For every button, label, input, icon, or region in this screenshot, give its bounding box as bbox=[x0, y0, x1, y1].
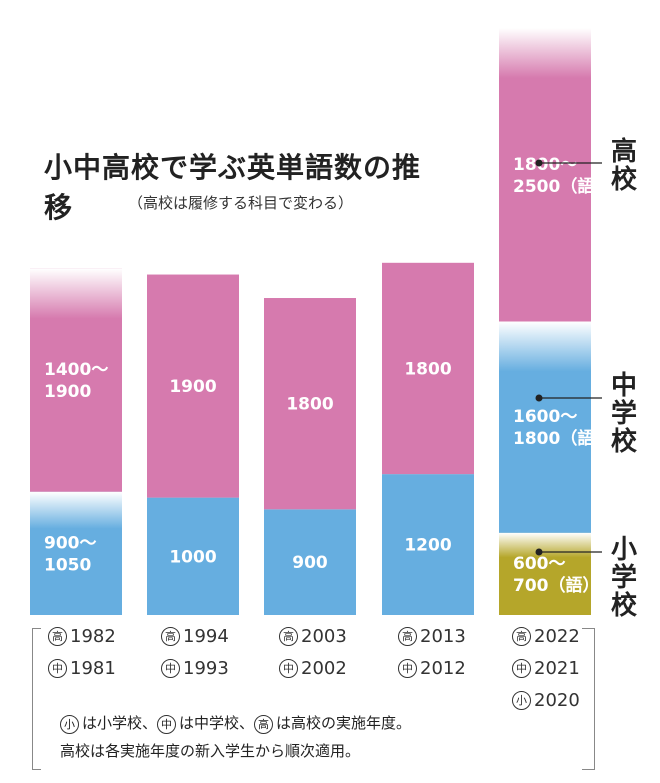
level-label-middle-text: 中学校 bbox=[610, 371, 637, 457]
high-glyph-icon: 高 bbox=[279, 627, 298, 646]
year-text: 2002 bbox=[301, 658, 347, 679]
middle-glyph-icon: 中 bbox=[279, 659, 298, 678]
middle-glyph-icon: 中 bbox=[161, 659, 180, 678]
note-part-1: は小学校、 bbox=[82, 714, 158, 732]
year-text: 2013 bbox=[420, 626, 466, 647]
bar-value-label-2022-0: 600〜 700（語） bbox=[513, 554, 600, 596]
high-glyph-icon: 高 bbox=[161, 627, 180, 646]
chart-title: 小中高校で学ぶ英単語数の推移 bbox=[44, 151, 422, 224]
bar-value-label-2022-1: 1600〜 1800（語） bbox=[513, 407, 611, 449]
level-label-middle: 中学校 bbox=[604, 372, 644, 456]
bracket-left bbox=[32, 628, 41, 770]
middle-glyph-icon: 中 bbox=[48, 659, 67, 678]
bar-fade-2022-0 bbox=[499, 532, 591, 558]
year-label-high-2022: 高 2022 bbox=[512, 626, 580, 647]
middle-glyph-icon: 中 bbox=[512, 659, 531, 678]
bar-value-label-2013-1: 1200 bbox=[404, 536, 451, 556]
level-label-elementary: 小学校 bbox=[604, 536, 644, 620]
note-part-3: は高校の実施年度。 bbox=[276, 714, 412, 732]
note-line-2: 高校は各実施年度の新入学生から順次適用。 bbox=[60, 742, 361, 760]
bar-segment-2003-1 bbox=[264, 509, 356, 615]
year-label-middle-2021: 中 2021 bbox=[512, 658, 580, 679]
year-label-elementary-2020: 小 2020 bbox=[512, 690, 580, 711]
elementary-glyph-icon: 小 bbox=[512, 691, 531, 710]
year-label-high-2003: 高 2003 bbox=[279, 626, 347, 647]
bar-segment-1994-2 bbox=[147, 274, 239, 498]
year-label-high-1994: 高 1994 bbox=[161, 626, 229, 647]
bar-value-label-1994-2: 1900 bbox=[169, 377, 216, 397]
year-label-middle-2012: 中 2012 bbox=[398, 658, 466, 679]
year-label-middle-1981: 中 1981 bbox=[48, 658, 116, 679]
high-glyph-icon: 高 bbox=[48, 627, 67, 646]
year-text: 1994 bbox=[183, 626, 229, 647]
bracket-right bbox=[582, 628, 595, 770]
bar-fade-1982-1 bbox=[30, 491, 122, 529]
high-glyph-icon: 高 bbox=[398, 627, 417, 646]
bar-segment-2003-2 bbox=[264, 298, 356, 510]
bar-value-label-2003-1: 900 bbox=[292, 553, 328, 573]
level-label-high-text: 高校 bbox=[610, 137, 637, 195]
bar-value-label-2003-2: 1800 bbox=[286, 395, 333, 415]
year-text: 1993 bbox=[183, 658, 229, 679]
level-label-high: 高校 bbox=[604, 138, 644, 194]
level-label-elementary-text: 小学校 bbox=[610, 535, 637, 621]
year-text: 2012 bbox=[420, 658, 466, 679]
year-label-high-2013: 高 2013 bbox=[398, 626, 466, 647]
bar-value-label-1982-1: 900〜 1050 bbox=[44, 533, 97, 575]
year-text: 2022 bbox=[534, 626, 580, 647]
year-text: 1982 bbox=[70, 626, 116, 647]
middle-glyph-icon: 中 bbox=[157, 715, 177, 734]
year-text: 2020 bbox=[534, 690, 580, 711]
chart-subtitle: （高校は履修する科目で変わる） bbox=[128, 194, 354, 212]
high-glyph-icon: 高 bbox=[254, 715, 274, 734]
bar-value-label-2013-2: 1800 bbox=[404, 359, 451, 379]
year-text: 2003 bbox=[301, 626, 347, 647]
bar-value-label-2022-2: 1800〜 2500（語） bbox=[513, 155, 611, 197]
note-line-1: 小は小学校、中は中学校、高は高校の実施年度。 bbox=[60, 712, 411, 734]
year-label-high-1982: 高 1982 bbox=[48, 626, 116, 647]
year-label-middle-1993: 中 1993 bbox=[161, 658, 229, 679]
note-part-2: は中学校、 bbox=[179, 714, 255, 732]
bar-segment-1994-1 bbox=[147, 497, 239, 615]
year-text: 2021 bbox=[534, 658, 580, 679]
year-text: 1981 bbox=[70, 658, 116, 679]
bar-fade-2022-2 bbox=[499, 28, 591, 78]
bar-value-label-1982-2: 1400〜 1900 bbox=[44, 360, 108, 402]
middle-glyph-icon: 中 bbox=[398, 659, 417, 678]
bar-value-label-1994-1: 1000 bbox=[169, 547, 216, 567]
bar-fade-2022-1 bbox=[499, 321, 591, 372]
bar-segment-2013-1 bbox=[382, 474, 474, 615]
bar-segment-2013-2 bbox=[382, 262, 474, 475]
elementary-glyph-icon: 小 bbox=[60, 715, 79, 734]
year-label-middle-2002: 中 2002 bbox=[279, 658, 347, 679]
high-glyph-icon: 高 bbox=[512, 627, 531, 646]
bar-fade-1982-2 bbox=[30, 268, 122, 319]
